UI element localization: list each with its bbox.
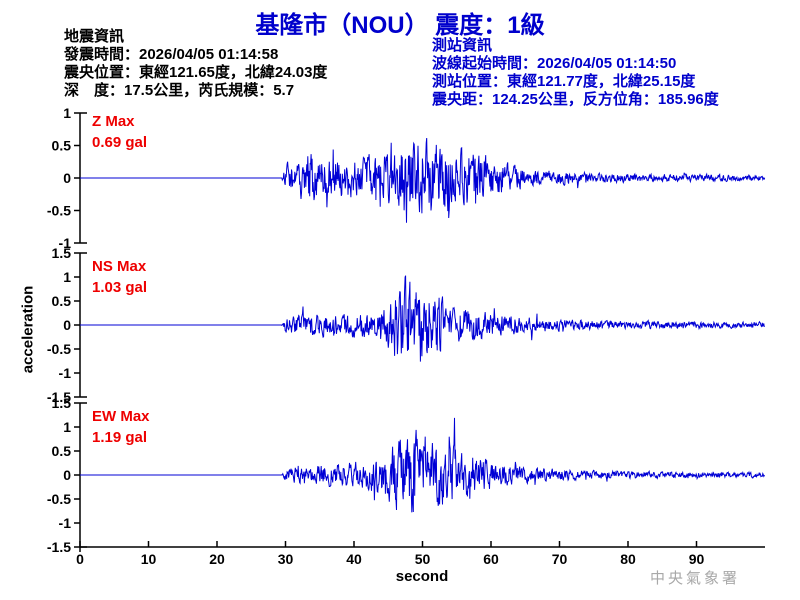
- earthquake-info-heading: 地震資訊: [64, 28, 125, 45]
- y-tick-label: -1.5: [47, 539, 71, 555]
- y-tick-label: 1: [63, 269, 71, 285]
- z-max-annotation: Z Max 0.69 gal: [92, 111, 147, 153]
- y-tick-label: -1: [59, 235, 72, 251]
- ew-trace: [80, 417, 766, 513]
- y-tick-label: 1.5: [52, 245, 72, 261]
- epicentral-distance-line: 震央距：124.25公里，反方位角：185.96度: [432, 91, 719, 108]
- x-tick-label: 10: [141, 551, 157, 567]
- x-tick-label: 30: [278, 551, 294, 567]
- y-tick-label: 0.5: [52, 138, 72, 154]
- x-tick-label: 80: [620, 551, 636, 567]
- ew-max-annotation: EW Max 1.19 gal: [92, 406, 150, 448]
- y-tick-label: 1: [63, 105, 71, 121]
- station-info-block: 測站資訊 波線起始時間：2026/04/05 01:14:50 測站位置：東經1…: [432, 37, 719, 109]
- x-tick-label: 20: [209, 551, 225, 567]
- y-axis-label: acceleration: [19, 285, 37, 374]
- y-tick-label: 0: [63, 170, 71, 186]
- station-info-heading: 測站資訊: [432, 37, 493, 54]
- x-tick-label: 0: [76, 551, 84, 567]
- y-tick-label: -1: [59, 515, 72, 531]
- y-tick-label: -0.5: [47, 341, 71, 357]
- ns-trace: [80, 275, 766, 362]
- agency-watermark: 中央氣象署: [650, 570, 741, 587]
- y-tick-label: 0.5: [52, 293, 72, 309]
- y-tick-label: 0.5: [52, 443, 72, 459]
- y-tick-label: -0.5: [47, 491, 71, 507]
- epicenter-location-line: 震央位置：東經121.65度，北緯24.03度: [64, 64, 328, 81]
- y-tick-label: -1: [59, 365, 72, 381]
- y-tick-label: 0: [63, 317, 71, 333]
- x-axis-label: second: [395, 568, 449, 585]
- z-max-value: 0.69 gal: [92, 134, 148, 151]
- x-tick-label: 90: [689, 551, 705, 567]
- y-tick-label: -0.5: [47, 203, 71, 219]
- ns-max-annotation: NS Max 1.03 gal: [92, 256, 147, 298]
- y-tick-label: 1: [63, 419, 71, 435]
- z-trace: [80, 137, 766, 223]
- x-tick-label: 50: [415, 551, 431, 567]
- x-tick-label: 60: [483, 551, 499, 567]
- ns-max-label: NS Max: [92, 258, 147, 275]
- ns-max-value: 1.03 gal: [92, 279, 148, 296]
- station-location-line: 測站位置：東經121.77度，北緯25.15度: [432, 73, 696, 90]
- ew-max-value: 1.19 gal: [92, 429, 148, 446]
- y-tick-label: -1.5: [47, 389, 71, 405]
- x-tick-label: 40: [346, 551, 362, 567]
- wave-start-time-line: 波線起始時間：2026/04/05 01:14:50: [432, 55, 677, 72]
- earthquake-info-block: 地震資訊 發震時間：2026/04/05 01:14:58 震央位置：東經121…: [64, 28, 327, 100]
- y-tick-label: 0: [63, 467, 71, 483]
- page-title: 基隆市（NOU） 震度：1級: [255, 12, 545, 39]
- z-max-label: Z Max: [92, 113, 135, 130]
- origin-time-line: 發震時間：2026/04/05 01:14:58: [64, 46, 279, 63]
- y-tick-label: 1.5: [52, 395, 72, 411]
- depth-magnitude-line: 深 度：17.5公里，芮氏規模：5.7: [64, 82, 295, 99]
- ew-max-label: EW Max: [92, 408, 150, 425]
- x-tick-label: 70: [552, 551, 568, 567]
